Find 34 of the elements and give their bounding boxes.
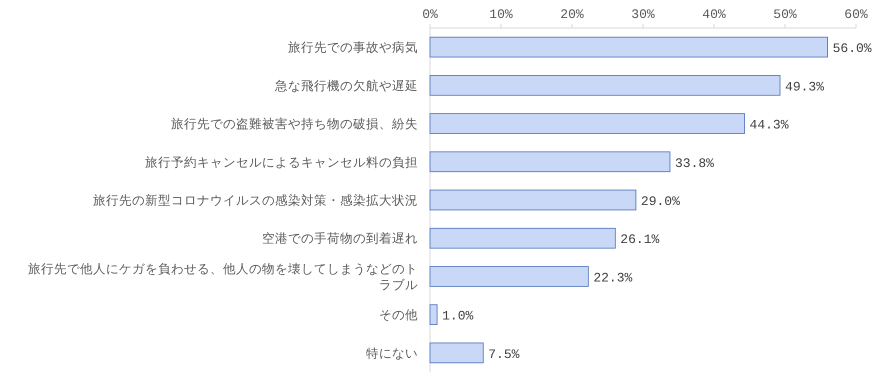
data-label: 56.0% (832, 41, 872, 56)
data-label: 26.1% (620, 232, 660, 248)
data-label: 49.3% (785, 79, 824, 94)
y-tick-label: 特にない (366, 345, 418, 360)
bar (430, 342, 484, 364)
y-tick-label: 空港での手荷物の到着遅れ (262, 230, 418, 246)
bar (430, 190, 636, 210)
y-tick-label: 急な飛行機の欠航や遅延 (274, 78, 418, 93)
bar (430, 151, 670, 172)
y-tick-label: その他 (379, 307, 418, 322)
data-label: 1.0% (442, 308, 474, 324)
bar (430, 113, 745, 134)
data-label: 44.3% (750, 118, 789, 133)
y-tick-label: 旅行先での盗難被害や持ち物の破損、紛失 (171, 116, 418, 132)
data-label: 33.8% (674, 156, 714, 171)
bar (430, 74, 780, 96)
x-tick-label: 0% (422, 7, 438, 22)
data-label: 29.0% (640, 194, 680, 209)
x-tick-label: 40% (702, 7, 726, 22)
x-tick-label: 30% (631, 7, 655, 22)
bar (430, 266, 589, 287)
x-tick-label: 20% (560, 7, 584, 22)
bar (430, 36, 828, 58)
bar (430, 304, 438, 326)
x-tick-label: 50% (773, 7, 797, 22)
x-tick-label: 60% (844, 7, 868, 22)
x-tick-label: 10% (489, 7, 513, 22)
y-tick-label: 旅行先での事故や病気 (288, 40, 418, 55)
y-tick-label: 旅行先の新型コロナウイルスの感染対策・感染拡大状況 (93, 192, 418, 208)
y-tick-label: 旅行予約キャンセルによるキャンセル料の負担 (145, 154, 418, 170)
bar (430, 228, 616, 249)
data-label: 22.3% (593, 270, 633, 286)
y-tick-label: 旅行先で他人にケガを負わせる、他人の物を壊してしまうなどのトラブル (28, 260, 418, 292)
data-label: 7.5% (488, 346, 520, 362)
